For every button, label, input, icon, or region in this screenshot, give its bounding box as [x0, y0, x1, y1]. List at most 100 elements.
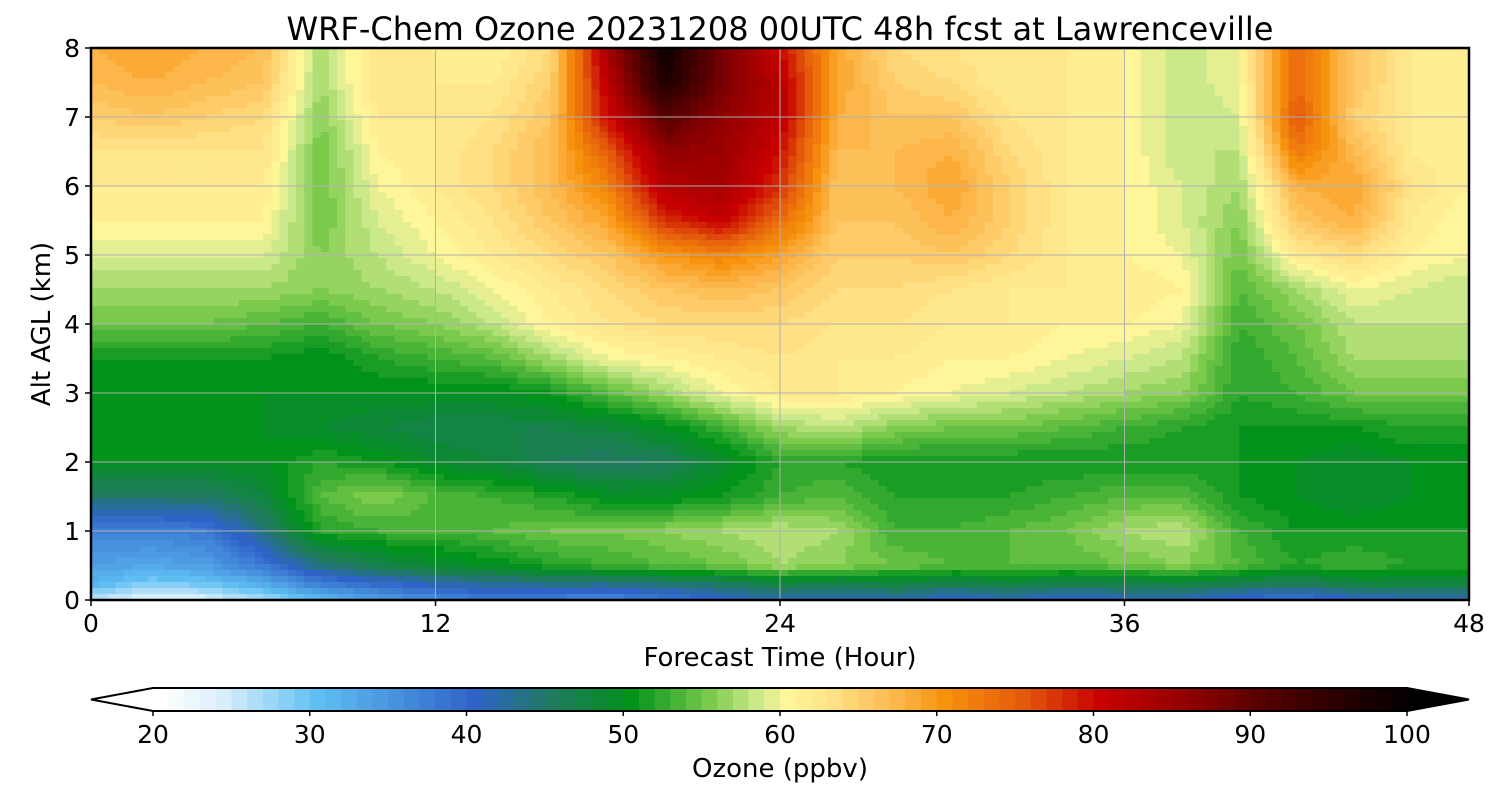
heatmap-cell: [796, 66, 806, 73]
heatmap-cell: [468, 60, 478, 67]
heatmap-cell: [1124, 144, 1134, 151]
heatmap-cell: [1009, 60, 1019, 67]
heatmap-cell: [1403, 210, 1413, 217]
heatmap-cell: [214, 150, 223, 157]
heatmap-cell: [205, 138, 215, 145]
heatmap-cell: [304, 216, 314, 223]
heatmap-cell: [812, 102, 822, 109]
heatmap-cell: [1149, 210, 1158, 217]
heatmap-cell: [1026, 150, 1035, 157]
heatmap-cell: [525, 78, 535, 85]
heatmap-cell: [673, 222, 683, 229]
heatmap-cell: [550, 174, 560, 181]
heatmap-cell: [353, 180, 363, 187]
heatmap-cell: [697, 108, 707, 115]
heatmap-cell: [911, 174, 921, 181]
heatmap-cell: [460, 90, 469, 97]
heatmap-cell: [1313, 144, 1322, 151]
heatmap-cell: [222, 96, 232, 103]
heatmap-cell: [985, 78, 994, 85]
heatmap-cell: [378, 168, 387, 175]
heatmap-cell: [1116, 78, 1126, 85]
heatmap-cell: [1460, 84, 1469, 91]
heatmap-cell: [550, 60, 560, 67]
heatmap-cell: [1337, 174, 1347, 181]
heatmap-cell: [1403, 156, 1413, 163]
heatmap-cell: [673, 72, 683, 79]
heatmap-cell: [1190, 84, 1199, 91]
heatmap-cell: [1329, 162, 1339, 169]
heatmap-cell: [197, 222, 207, 229]
heatmap-cell: [730, 156, 740, 163]
heatmap-cell: [312, 168, 322, 175]
heatmap-cell: [460, 180, 469, 187]
heatmap-cell: [1009, 120, 1019, 127]
heatmap-cell: [1444, 156, 1454, 163]
heatmap-cell: [656, 90, 666, 97]
heatmap-cell: [845, 90, 855, 97]
heatmap-cell: [328, 144, 338, 151]
heatmap-cell: [821, 198, 830, 205]
heatmap-cell: [944, 96, 953, 103]
heatmap-cell: [845, 132, 855, 139]
heatmap-cell: [550, 216, 560, 223]
heatmap-cell: [1206, 126, 1216, 133]
heatmap-cell: [1239, 138, 1249, 145]
heatmap-cell: [656, 126, 666, 133]
heatmap-cell: [1042, 102, 1052, 109]
heatmap-cell: [747, 96, 756, 103]
heatmap-cell: [1042, 216, 1052, 223]
heatmap-cell: [722, 138, 732, 145]
heatmap-cell: [1362, 180, 1372, 187]
heatmap-cell: [132, 78, 141, 85]
heatmap-cell: [853, 174, 863, 181]
heatmap-cell: [673, 210, 683, 217]
heatmap-cell: [1058, 210, 1068, 217]
heatmap-cell: [1026, 84, 1035, 91]
heatmap-cell: [1165, 72, 1175, 79]
heatmap-cell: [1444, 102, 1454, 109]
heatmap-cell: [263, 168, 273, 175]
heatmap-cell: [132, 126, 141, 133]
heatmap-cell: [123, 60, 133, 67]
heatmap-cell: [763, 138, 773, 145]
heatmap-cell: [1419, 186, 1429, 193]
heatmap-cell: [91, 198, 100, 205]
heatmap-cell: [894, 138, 904, 145]
heatmap-cell: [837, 162, 847, 169]
heatmap-cell: [1444, 96, 1454, 103]
heatmap-cell: [492, 222, 502, 229]
heatmap-cell: [492, 90, 502, 97]
heatmap-cell: [173, 120, 182, 127]
heatmap-cell: [1436, 174, 1445, 181]
heatmap-cell: [1345, 210, 1355, 217]
heatmap-cell: [238, 54, 248, 61]
heatmap-cell: [706, 132, 715, 139]
heatmap-cell: [558, 90, 568, 97]
heatmap-cell: [1239, 174, 1249, 181]
heatmap-cell: [1026, 210, 1035, 217]
heatmap-cell: [148, 132, 158, 139]
heatmap-cell: [296, 144, 305, 151]
heatmap-cell: [673, 54, 683, 61]
heatmap-cell: [862, 216, 871, 223]
heatmap-cell: [255, 186, 264, 193]
heatmap-cell: [476, 138, 486, 145]
heatmap-cell: [1395, 144, 1404, 151]
heatmap-cell: [1083, 210, 1093, 217]
heatmap-cell: [517, 108, 527, 115]
heatmap-cell: [1304, 132, 1314, 139]
heatmap-cell: [722, 54, 732, 61]
heatmap-cell: [509, 48, 519, 55]
heatmap-cell: [1354, 192, 1363, 199]
heatmap-cell: [1116, 186, 1126, 193]
heatmap-cell: [624, 108, 633, 115]
heatmap-cell: [681, 192, 691, 199]
heatmap-cell: [583, 66, 592, 73]
heatmap-cell: [468, 162, 478, 169]
heatmap-cell: [1354, 66, 1363, 73]
heatmap-cell: [976, 192, 986, 199]
heatmap-cell: [1075, 156, 1085, 163]
heatmap-cell: [1231, 72, 1240, 79]
heatmap-cell: [402, 120, 412, 127]
